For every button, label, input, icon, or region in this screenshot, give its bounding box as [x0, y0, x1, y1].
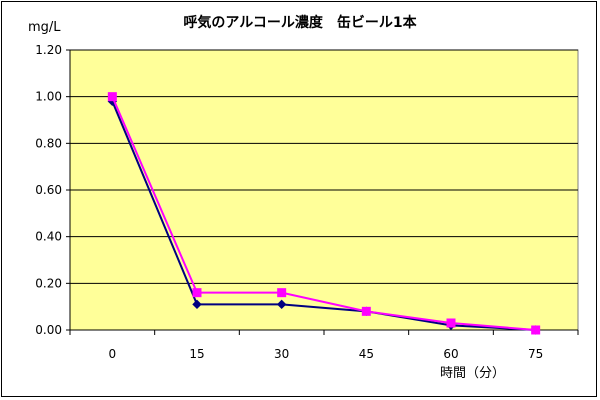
x-tick-label: 15 — [189, 347, 204, 361]
x-tick-label: 60 — [443, 347, 458, 361]
y-tick-label: 0.60 — [35, 183, 62, 197]
series-2-point — [446, 318, 456, 328]
series-2-point — [361, 306, 371, 316]
x-tick-label: 0 — [109, 347, 117, 361]
x-tick-label: 30 — [274, 347, 289, 361]
series-1-line — [111, 100, 536, 331]
y-tick-label: 0.00 — [35, 323, 62, 337]
x-tick-label: 45 — [359, 347, 374, 361]
y-tick-label: 0.40 — [35, 230, 62, 244]
y-axis-unit-label: mg/L — [28, 20, 61, 35]
series-1-point — [276, 299, 287, 310]
y-tick-label: 0.80 — [35, 136, 62, 150]
series-2-line — [111, 96, 536, 331]
series-2-point — [107, 92, 117, 102]
y-tick-label: 1.20 — [35, 43, 62, 57]
x-tick-label: 75 — [528, 347, 543, 361]
x-axis-label: 時間（分） — [440, 366, 506, 381]
y-tick-label: 1.00 — [35, 90, 62, 104]
series-2-point — [192, 288, 202, 298]
series-1-point — [192, 299, 202, 310]
series-2-point — [277, 288, 287, 298]
y-tick-label: 0.20 — [35, 276, 62, 290]
series-2-point — [531, 325, 541, 335]
chart-title: 呼気のアルコール濃度 缶ビール1本 — [183, 15, 417, 31]
